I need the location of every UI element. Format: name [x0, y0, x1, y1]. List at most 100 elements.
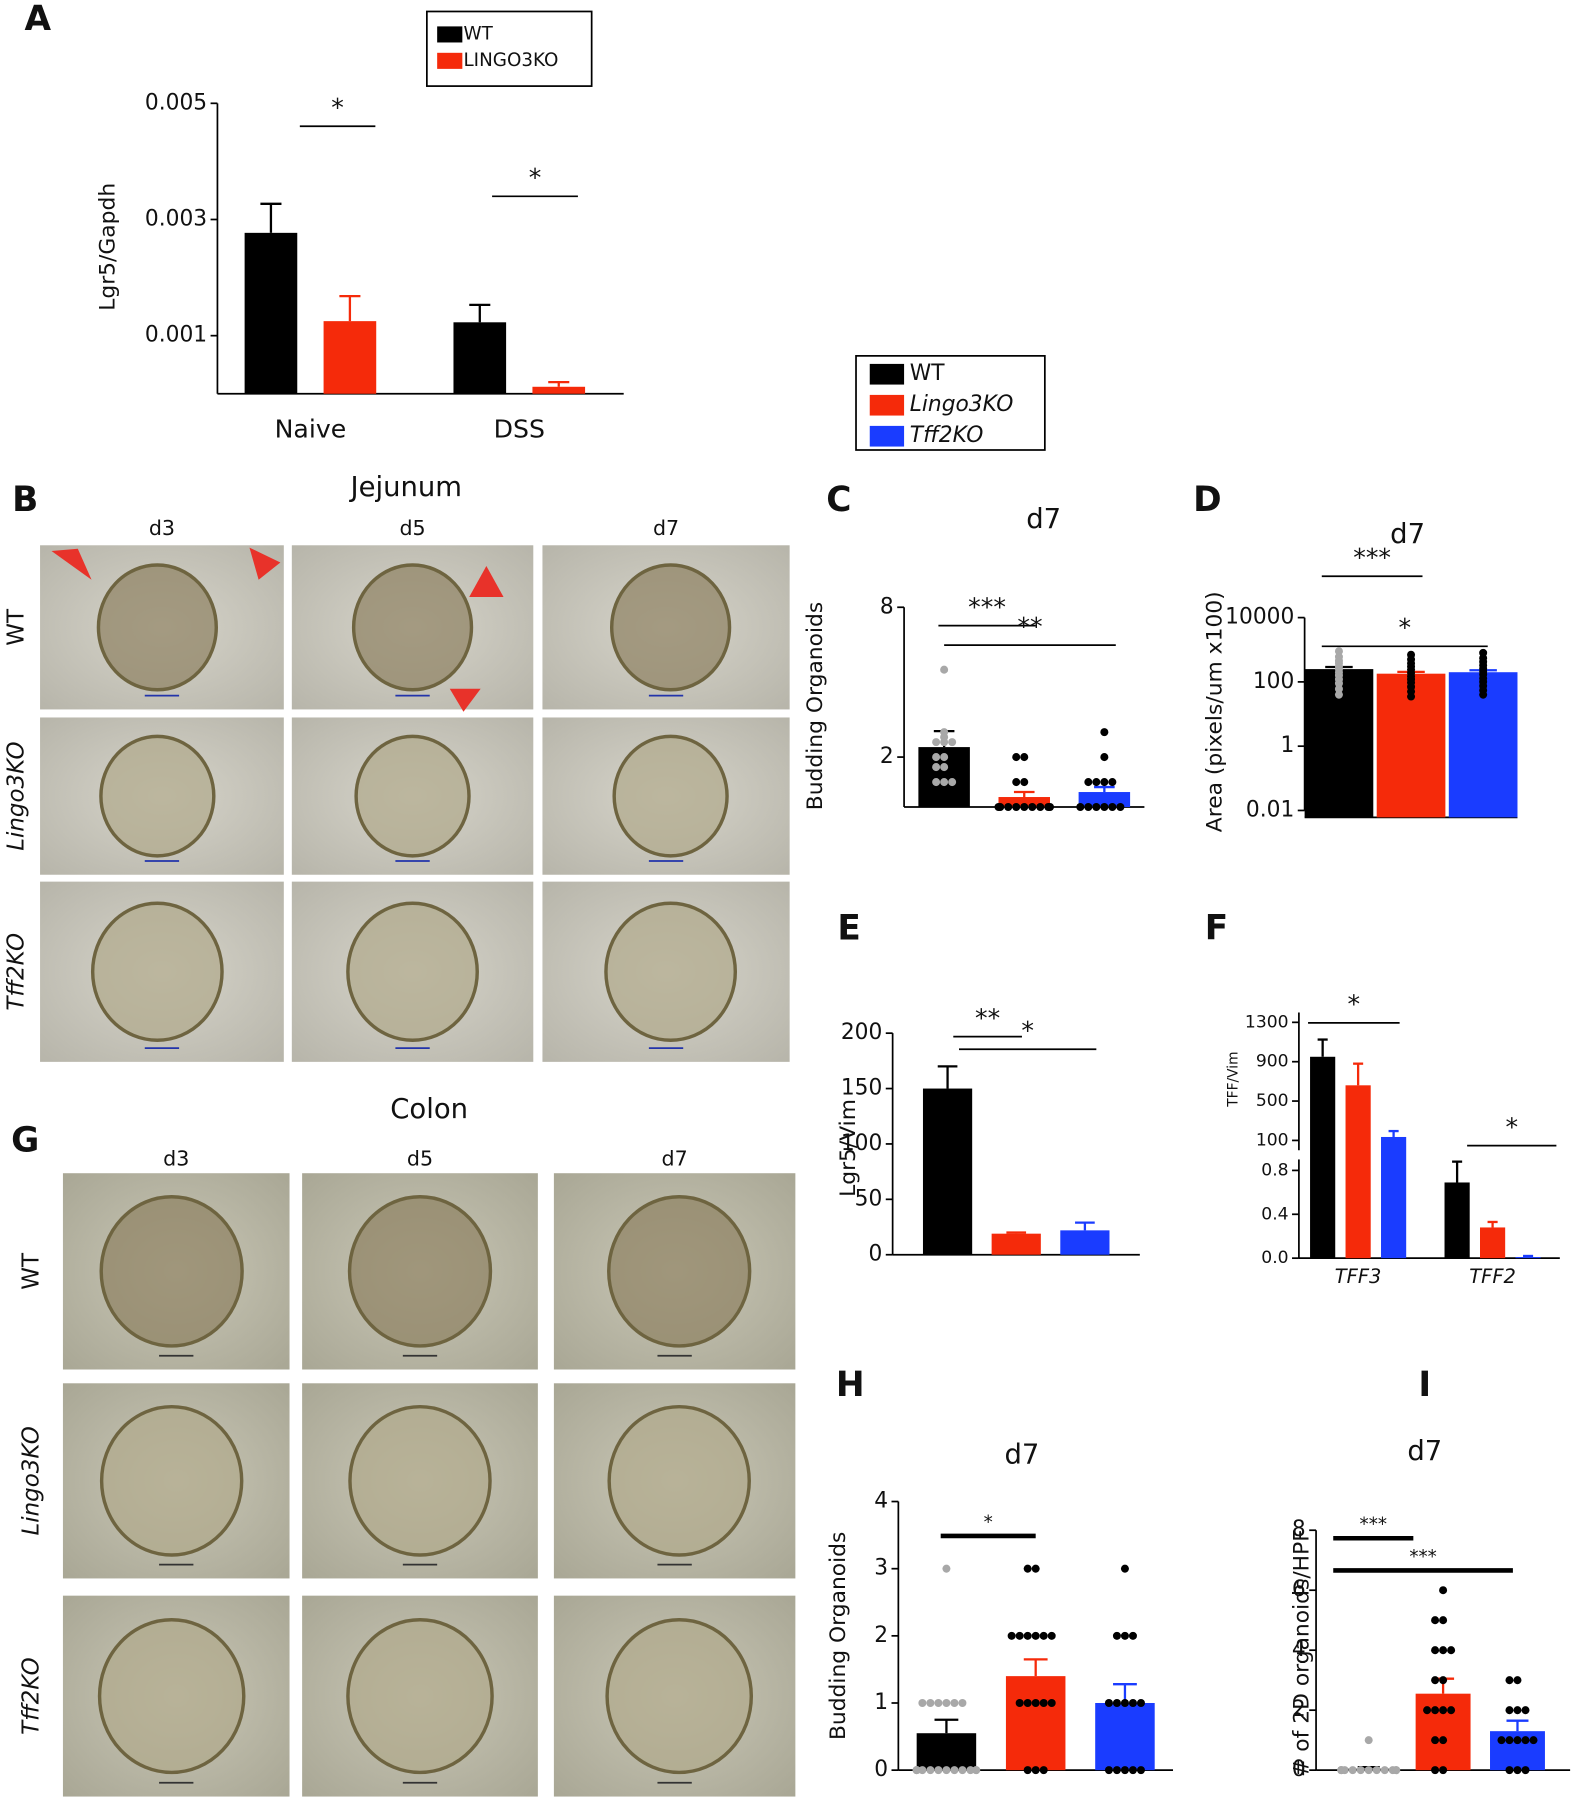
data-point [1031, 1631, 1040, 1640]
legend-label: WT [463, 23, 493, 44]
data-point [1100, 753, 1109, 762]
panel-letter: F [1205, 908, 1228, 948]
data-point [1012, 753, 1021, 762]
data-point [958, 1766, 967, 1775]
organoid [604, 901, 738, 1042]
y-tick-label: 0 [874, 1757, 888, 1782]
data-point [972, 1766, 981, 1775]
data-point [926, 1766, 935, 1775]
organoid [607, 1404, 751, 1557]
arrowhead [51, 548, 92, 580]
column-label: d5 [399, 516, 425, 540]
y-axis-label: TFF/Vim [1226, 1051, 1242, 1107]
data-point [1128, 1766, 1137, 1775]
y-tick-label: 1 [1280, 733, 1294, 758]
y-tick-label: 200 [841, 1020, 882, 1045]
chart-title: d7 [1026, 503, 1061, 535]
x-tick-label: DSS [494, 414, 545, 443]
data-point [1084, 778, 1093, 787]
bar [453, 322, 507, 394]
y-tick-label: 3 [874, 1556, 888, 1581]
data-point [1012, 802, 1021, 812]
data-point [950, 1766, 959, 1775]
data-point [1447, 1646, 1456, 1655]
data-point [1348, 1766, 1357, 1775]
error-bar [937, 1065, 958, 1089]
data-point [1100, 728, 1109, 737]
data-point [1431, 1766, 1440, 1775]
legend-swatch [437, 26, 463, 43]
data-point [994, 802, 1003, 812]
data-point [1092, 802, 1101, 812]
data-point [1120, 1766, 1129, 1775]
data-point [932, 753, 941, 762]
y-tick-label: 900 [1256, 1052, 1289, 1072]
error-bar [469, 303, 491, 323]
organoid [346, 901, 479, 1042]
data-point [1334, 647, 1343, 656]
data-point [1128, 1698, 1137, 1708]
data-point [1023, 1564, 1032, 1573]
legend-label: Tff2KO [910, 423, 984, 448]
data-point [1447, 1706, 1456, 1715]
y-tick-label: 150 [841, 1076, 882, 1101]
data-point [1521, 1706, 1530, 1715]
data-point [1023, 1766, 1032, 1775]
y-tick-label: 0.4 [1261, 1204, 1288, 1224]
data-point [940, 753, 949, 762]
data-point [926, 1698, 935, 1708]
data-point [1015, 1698, 1024, 1708]
data-point [1120, 1631, 1129, 1640]
data-point [1039, 1631, 1048, 1640]
data-point [1334, 685, 1343, 694]
data-point [1505, 1706, 1514, 1715]
data-point [1529, 1736, 1538, 1745]
panel-letter: D [1193, 480, 1222, 520]
y-tick-label: 100 [1253, 669, 1294, 694]
row-label: Tff2KO [19, 1657, 45, 1735]
data-point [1047, 1698, 1056, 1708]
data-point [948, 738, 957, 747]
data-point [1039, 1698, 1048, 1708]
bar [922, 1088, 973, 1255]
data-point [1439, 1676, 1448, 1685]
error-bar [1353, 1062, 1364, 1086]
data-point [1431, 1736, 1440, 1745]
bar [916, 1733, 977, 1771]
significance-label: * [1021, 1016, 1034, 1045]
data-point [1431, 1676, 1440, 1685]
bar [532, 386, 586, 394]
data-point [1439, 1646, 1448, 1655]
x-tick-label: TFF2 [1469, 1265, 1516, 1288]
data-point [1112, 1698, 1121, 1708]
data-point [1392, 1766, 1401, 1775]
data-point [1015, 1631, 1024, 1640]
data-point [958, 1698, 967, 1708]
error-bar [260, 202, 282, 233]
bar [1060, 1230, 1110, 1255]
data-point [1364, 1736, 1373, 1745]
organoid [612, 734, 729, 858]
bar [1005, 1676, 1066, 1771]
data-point [932, 738, 941, 747]
y-axis-label: Lgr5/Vim [836, 1099, 861, 1197]
error-bar [1487, 1220, 1498, 1228]
panel-title: Colon [390, 1093, 468, 1125]
significance-label: ** [1017, 612, 1042, 641]
data-point [1505, 1766, 1514, 1775]
data-point [1120, 1564, 1129, 1573]
error-bar [1075, 1221, 1095, 1231]
column-label: d7 [653, 516, 679, 540]
data-point [934, 1766, 943, 1775]
error-bar [1506, 1719, 1529, 1732]
organoid [346, 1618, 494, 1775]
organoid [96, 563, 218, 692]
data-point [1521, 1736, 1530, 1745]
y-tick-label: 2 [1292, 1697, 1306, 1722]
data-point [1136, 1766, 1145, 1775]
y-tick-label: 0.001 [145, 323, 207, 348]
significance-label: * [1505, 1112, 1518, 1141]
organoid [99, 1404, 244, 1557]
data-point [942, 1766, 951, 1775]
